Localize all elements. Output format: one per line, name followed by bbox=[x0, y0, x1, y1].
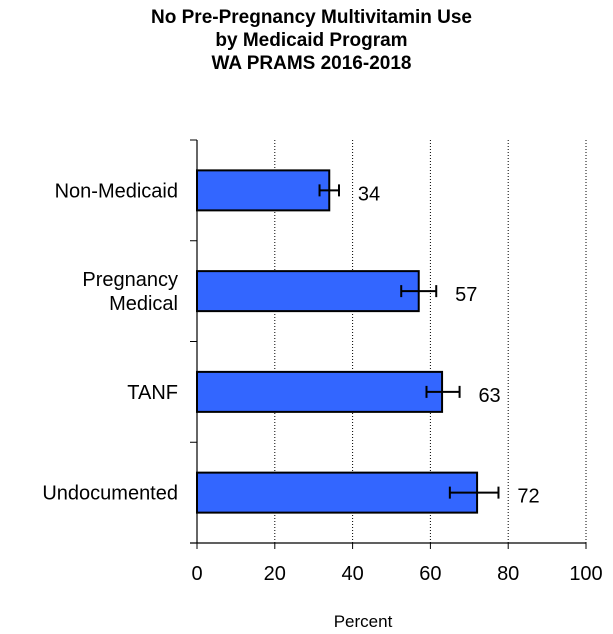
value-label-2: 63 bbox=[478, 385, 500, 407]
chart-title: No Pre-Pregnancy Multivitamin Use by Med… bbox=[0, 6, 613, 75]
category-label-line: Medical bbox=[109, 293, 178, 315]
category-label-line: Non-Medicaid bbox=[55, 180, 178, 202]
category-label-line: TANF bbox=[127, 382, 178, 404]
bar-3 bbox=[196, 471, 479, 514]
category-label-2: TANF bbox=[127, 382, 178, 404]
bar-1 bbox=[196, 270, 420, 313]
category-label-line: Pregnancy bbox=[82, 269, 178, 291]
x-tick-label-20: 20 bbox=[264, 563, 286, 585]
chart-title-line-1: No Pre-Pregnancy Multivitamin Use bbox=[151, 7, 472, 28]
bar-0 bbox=[196, 169, 331, 212]
value-label-0: 34 bbox=[358, 183, 380, 205]
x-tick-label-0: 0 bbox=[191, 563, 202, 585]
x-axis-title: Percent bbox=[334, 612, 393, 631]
category-label-line: Undocumented bbox=[42, 483, 178, 505]
category-label-1: Pregnancy Medical bbox=[82, 269, 178, 315]
value-label-1: 57 bbox=[455, 284, 477, 306]
x-tick-label-40: 40 bbox=[341, 563, 363, 585]
chart-title-line-2: by Medicaid Program bbox=[215, 30, 408, 51]
bar-2 bbox=[196, 370, 444, 413]
x-tick-label-60: 60 bbox=[419, 563, 441, 585]
x-tick-label-80: 80 bbox=[497, 563, 519, 585]
value-label-3: 72 bbox=[517, 486, 539, 508]
chart-title-line-3: WA PRAMS 2016-2018 bbox=[211, 53, 412, 74]
category-label-3: Undocumented bbox=[42, 483, 178, 505]
x-tick-label-100: 100 bbox=[569, 563, 602, 585]
category-label-0: Non-Medicaid bbox=[55, 180, 178, 202]
